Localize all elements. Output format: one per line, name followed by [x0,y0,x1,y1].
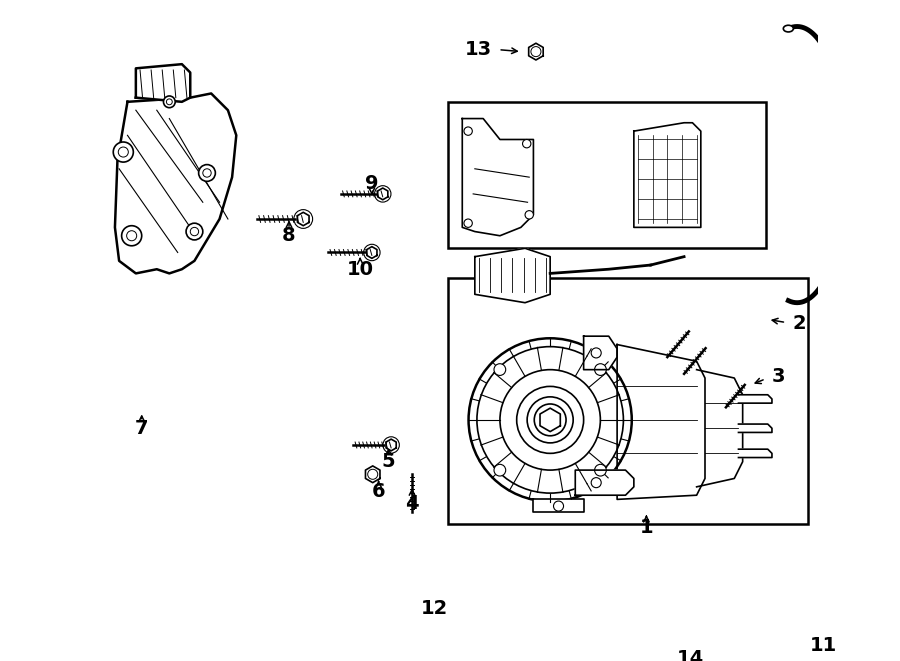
Text: 12: 12 [421,599,448,617]
Polygon shape [136,64,190,102]
Polygon shape [634,123,701,227]
Circle shape [591,478,601,488]
Text: 10: 10 [346,260,374,279]
Polygon shape [367,247,377,258]
Polygon shape [583,336,617,369]
Circle shape [190,227,199,236]
Circle shape [368,469,378,479]
Circle shape [523,139,531,148]
Circle shape [591,348,601,358]
Text: 7: 7 [135,419,148,438]
Text: 9: 9 [365,175,379,194]
Polygon shape [115,93,237,274]
Circle shape [202,169,211,177]
Text: 5: 5 [382,452,395,471]
Text: 2: 2 [793,314,806,333]
Polygon shape [617,344,705,500]
Circle shape [494,364,506,375]
Polygon shape [540,408,561,432]
Circle shape [595,364,607,375]
Circle shape [294,210,312,229]
Polygon shape [697,369,742,487]
Circle shape [531,46,541,57]
Circle shape [364,245,380,260]
Circle shape [374,186,391,202]
Text: 4: 4 [405,494,418,513]
Text: 14: 14 [677,649,705,661]
Polygon shape [739,424,772,432]
Circle shape [595,464,607,476]
Bar [448,102,766,249]
Polygon shape [386,439,396,451]
Circle shape [164,96,176,108]
Text: 13: 13 [464,40,491,59]
Polygon shape [475,249,550,303]
Polygon shape [365,466,380,483]
Polygon shape [739,395,772,403]
Circle shape [494,464,506,476]
Circle shape [166,99,172,104]
Circle shape [113,142,133,162]
Circle shape [382,437,400,453]
Polygon shape [528,43,544,60]
Bar [448,278,808,524]
Circle shape [118,147,129,157]
Polygon shape [534,500,583,512]
Circle shape [127,231,137,241]
Circle shape [525,211,534,219]
Polygon shape [575,470,634,495]
Circle shape [122,225,141,246]
Polygon shape [378,188,388,200]
Circle shape [199,165,215,181]
Polygon shape [739,449,772,457]
Text: 1: 1 [640,518,653,537]
Text: 8: 8 [283,226,296,245]
Circle shape [186,223,202,240]
Ellipse shape [783,25,794,32]
Polygon shape [463,118,534,236]
Polygon shape [297,212,309,225]
Circle shape [464,127,472,136]
Text: 3: 3 [772,367,786,386]
Text: 11: 11 [810,637,837,655]
Circle shape [464,219,472,227]
Circle shape [554,501,563,511]
Text: 6: 6 [372,481,385,500]
